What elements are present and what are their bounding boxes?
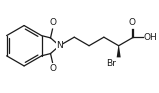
Text: O: O <box>49 64 56 73</box>
Text: O: O <box>129 18 136 27</box>
Text: N: N <box>56 41 63 50</box>
Text: Br: Br <box>107 59 116 68</box>
Polygon shape <box>117 46 121 57</box>
Text: OH: OH <box>144 33 157 42</box>
Text: O: O <box>49 18 56 27</box>
